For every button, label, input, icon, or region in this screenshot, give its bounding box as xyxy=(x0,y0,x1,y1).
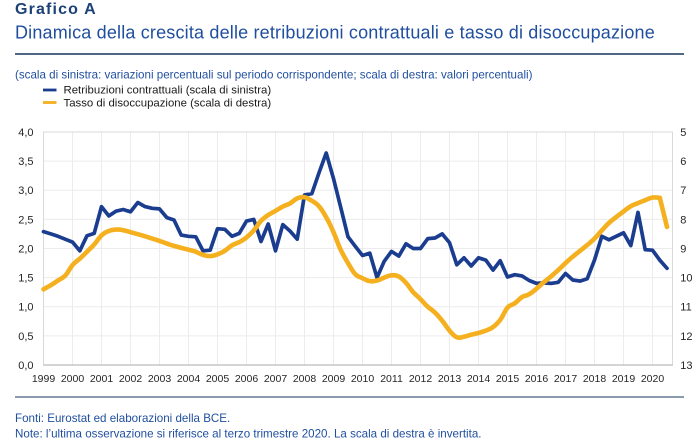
svg-text:2,5: 2,5 xyxy=(18,214,33,226)
svg-text:2011: 2011 xyxy=(380,373,403,385)
svg-text:2012: 2012 xyxy=(409,373,433,385)
svg-text:1999: 1999 xyxy=(32,373,56,385)
svg-text:2010: 2010 xyxy=(351,373,375,385)
svg-text:Retribuzioni contrattuali (sca: Retribuzioni contrattuali (scala di sini… xyxy=(64,85,272,97)
svg-text:2003: 2003 xyxy=(148,373,172,385)
svg-text:3,5: 3,5 xyxy=(18,156,33,168)
svg-text:6: 6 xyxy=(680,156,686,168)
svg-text:0,0: 0,0 xyxy=(18,360,33,372)
svg-text:2002: 2002 xyxy=(119,373,143,385)
svg-text:1,0: 1,0 xyxy=(18,302,33,314)
svg-text:0,5: 0,5 xyxy=(18,331,33,343)
svg-text:9: 9 xyxy=(680,243,686,255)
svg-text:2017: 2017 xyxy=(554,373,578,385)
svg-text:2007: 2007 xyxy=(264,373,288,385)
svg-text:8: 8 xyxy=(680,214,686,226)
svg-text:Note: l’ultima osservazione si: Note: l’ultima osservazione si riferisce… xyxy=(15,428,482,440)
svg-text:2000: 2000 xyxy=(61,373,85,385)
svg-text:2016: 2016 xyxy=(525,373,549,385)
svg-text:2008: 2008 xyxy=(293,373,317,385)
svg-text:2005: 2005 xyxy=(206,373,230,385)
svg-text:2014: 2014 xyxy=(467,373,491,385)
svg-text:3,0: 3,0 xyxy=(18,185,33,197)
svg-text:5: 5 xyxy=(680,127,686,139)
svg-text:2013: 2013 xyxy=(438,373,462,385)
svg-text:2019: 2019 xyxy=(612,373,636,385)
svg-text:Fonti: Eurostat ed elaborazion: Fonti: Eurostat ed elaborazioni della BC… xyxy=(15,412,230,425)
svg-text:Grafico A: Grafico A xyxy=(15,1,97,18)
svg-text:2020: 2020 xyxy=(641,373,665,385)
svg-text:2009: 2009 xyxy=(322,373,346,385)
svg-text:4,0: 4,0 xyxy=(18,127,33,139)
svg-text:Dinamica della crescita delle: Dinamica della crescita delle retribuzio… xyxy=(15,23,655,43)
svg-text:2004: 2004 xyxy=(177,373,201,385)
svg-text:2001: 2001 xyxy=(90,373,114,385)
svg-text:11: 11 xyxy=(680,302,691,314)
svg-text:2015: 2015 xyxy=(496,373,520,385)
svg-text:1,5: 1,5 xyxy=(18,273,33,285)
svg-text:Tasso di disoccupazione (scala: Tasso di disoccupazione (scala di destra… xyxy=(64,98,272,110)
svg-text:10: 10 xyxy=(680,273,692,285)
svg-text:(scala di sinistra: variazioni: (scala di sinistra: variazioni percentua… xyxy=(15,69,533,82)
svg-text:2,0: 2,0 xyxy=(18,243,33,255)
svg-text:2018: 2018 xyxy=(583,373,607,385)
svg-text:12: 12 xyxy=(680,331,692,343)
svg-text:7: 7 xyxy=(680,185,686,197)
svg-text:13: 13 xyxy=(680,360,692,372)
svg-text:2006: 2006 xyxy=(235,373,259,385)
